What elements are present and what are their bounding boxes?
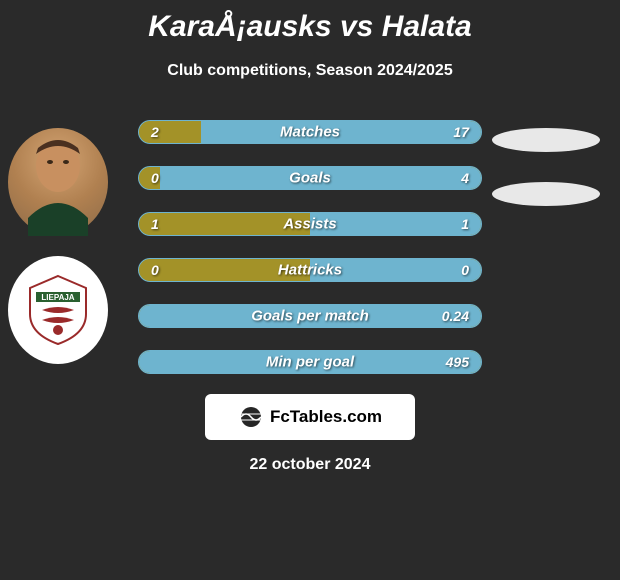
stat-bar-assists: 1 Assists 1 xyxy=(138,212,482,236)
bar-fill-right xyxy=(201,121,481,143)
stat-value-left: 1 xyxy=(151,216,159,232)
stat-label: Goals per match xyxy=(251,308,369,325)
stat-value-right: 495 xyxy=(446,354,469,370)
source-badge: FcTables.com xyxy=(205,394,415,440)
stat-label: Assists xyxy=(283,216,336,233)
club-ellipse-right xyxy=(492,182,600,206)
stat-value-right: 1 xyxy=(461,216,469,232)
stat-value-right: 0 xyxy=(461,262,469,278)
stat-value-right: 4 xyxy=(461,170,469,186)
club-badge-avatar: LIEPAJA xyxy=(8,256,108,364)
stat-label: Min per goal xyxy=(266,354,354,371)
season-subtitle: Club competitions, Season 2024/2025 xyxy=(0,62,620,80)
stat-value-left: 2 xyxy=(151,124,159,140)
stat-value-left: 0 xyxy=(151,170,159,186)
left-avatars: LIEPAJA xyxy=(8,128,108,364)
stat-bar-goals: 0 Goals 4 xyxy=(138,166,482,190)
club-name-text: LIEPAJA xyxy=(41,293,74,302)
fctables-icon xyxy=(238,404,264,430)
stat-bar-hattricks: 0 Hattricks 0 xyxy=(138,258,482,282)
stat-label: Goals xyxy=(289,170,331,187)
comparison-area: LIEPAJA 2 Matches 17 0 Goals 4 xyxy=(0,120,620,374)
player-avatar xyxy=(8,128,108,236)
stat-label: Hattricks xyxy=(278,262,342,279)
right-avatars xyxy=(492,128,600,206)
stat-value-left: 0 xyxy=(151,262,159,278)
stat-value-right: 17 xyxy=(453,124,469,140)
player-ellipse-right xyxy=(492,128,600,152)
bar-fill-left xyxy=(139,121,201,143)
stat-value-right: 0.24 xyxy=(442,308,469,324)
stat-bar-mpg: Min per goal 495 xyxy=(138,350,482,374)
stat-bar-matches: 2 Matches 17 xyxy=(138,120,482,144)
stats-bars: 2 Matches 17 0 Goals 4 1 Assists 1 0 Hat… xyxy=(138,120,482,374)
stat-label: Matches xyxy=(280,124,340,141)
comparison-title: KaraÅ¡ausks vs Halata xyxy=(0,0,620,44)
footer-date: 22 october 2024 xyxy=(0,456,620,474)
stat-bar-gpm: Goals per match 0.24 xyxy=(138,304,482,328)
source-badge-text: FcTables.com xyxy=(270,407,382,427)
